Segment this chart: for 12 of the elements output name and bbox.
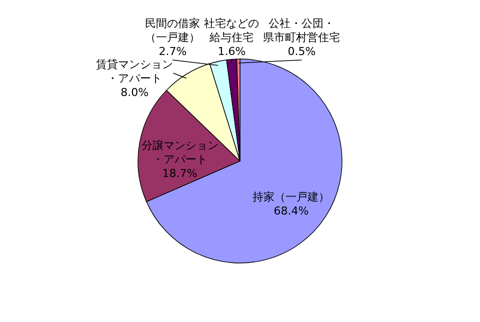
slice-label: 公社・公団・県市町村営住宅 (263, 17, 340, 44)
data-label: 8.0% (120, 86, 149, 100)
data-label: 18.7% (162, 167, 198, 180)
data-label: 68.4% (274, 204, 309, 218)
slice-label: 分譲マンション・アパート (141, 139, 218, 166)
data-label: 2.7% (158, 45, 187, 58)
slice-label: 社宅などの給与住宅 (204, 17, 260, 44)
data-label: 1.6% (218, 45, 246, 58)
slice-label: 持家（一戸建） (252, 190, 330, 204)
slice-label: 民間の借家（一戸建） (145, 17, 200, 44)
slice-label: 賃貸マンション・アパート (96, 58, 174, 86)
data-label: 0.5% (288, 45, 316, 58)
